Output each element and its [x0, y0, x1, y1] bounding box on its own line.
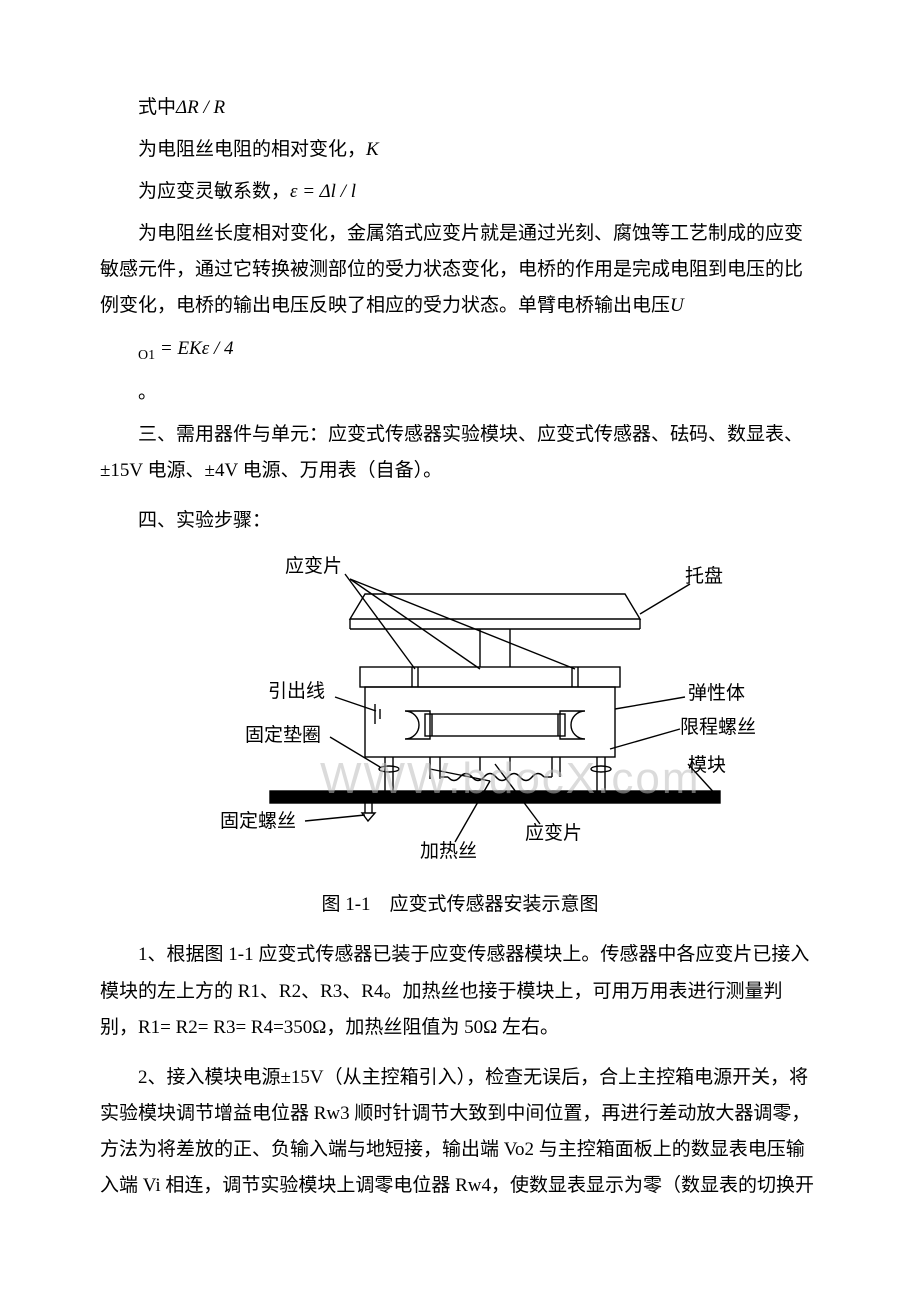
p3-text: 为应变灵敏系数， [138, 181, 290, 202]
p10-text: 2、接入模块电源±15V（从主控箱引入），检查无误后，合上主控箱电源开关，将实验… [100, 1067, 814, 1196]
diagram-container: WWW.bdocX.com [140, 549, 780, 869]
p2-math: K [366, 139, 379, 160]
p1-text: 式中 [138, 97, 176, 118]
p7-text: 三、需用器件与单元：应变式传感器实验模块、应变式传感器、砝码、数显表、±15V … [100, 424, 803, 481]
p1-math: ΔR / R [176, 97, 225, 118]
p-formula1: 式中ΔR / R [100, 90, 820, 126]
p-section4: 四、实验步骤： [100, 503, 820, 539]
p-formula2: 为电阻丝电阻的相对变化，K [100, 132, 820, 168]
p-body1: 为电阻丝长度相对变化，金属箔式应变片就是通过光刻、腐蚀等工艺制成的应变敏感元件，… [100, 216, 820, 324]
p6-text: 。 [138, 382, 157, 403]
label-mokuai: 模块 [688, 754, 726, 776]
sensor-diagram: 应变片 托盘 引出线 弹性体 固定垫圈 限程螺丝 模块 固定螺丝 加热丝 应变片 [140, 549, 780, 869]
p5-math: = EKε / 4 [160, 338, 234, 359]
p8-text: 四、实验步骤： [138, 510, 271, 531]
label-gudingluosi: 固定螺丝 [220, 810, 296, 832]
p-output: O1 = EKε / 4 [138, 331, 820, 369]
p5-lead: O1 [138, 347, 155, 362]
p-period: 。 [100, 375, 820, 411]
p-step2: 2、接入模块电源±15V（从主控箱引入），检查无误后，合上主控箱电源开关，将实验… [100, 1060, 820, 1204]
label-yinchuxian: 引出线 [268, 680, 325, 702]
p4-tail: U [670, 295, 684, 316]
p3-math: ε = Δl / l [290, 181, 356, 202]
diagram-caption: 图 1-1 应变式传感器安装示意图 [100, 887, 820, 923]
label-tuopan: 托盘 [685, 565, 723, 587]
p-step1: 1、根据图 1-1 应变式传感器已装于应变传感器模块上。传感器中各应变片已接入模… [100, 937, 820, 1045]
label-yingbianpian-bottom: 应变片 [525, 822, 582, 844]
label-gudingdianquan: 固定垫圈 [245, 724, 321, 746]
p9-text: 1、根据图 1-1 应变式传感器已装于应变传感器模块上。传感器中各应变片已接入模… [100, 944, 809, 1037]
p4-text: 为电阻丝长度相对变化，金属箔式应变片就是通过光刻、腐蚀等工艺制成的应变敏感元件，… [100, 223, 803, 316]
p-section3: 三、需用器件与单元：应变式传感器实验模块、应变式传感器、砝码、数显表、±15V … [100, 417, 820, 489]
p2-text: 为电阻丝电阻的相对变化， [138, 139, 366, 160]
label-xianchengluosi: 限程螺丝 [680, 716, 756, 738]
label-tanxingti: 弹性体 [688, 682, 745, 704]
label-yingbianpian-top: 应变片 [285, 555, 342, 577]
p-formula3: 为应变灵敏系数，ε = Δl / l [100, 174, 820, 210]
label-jiaresi: 加热丝 [420, 840, 477, 862]
